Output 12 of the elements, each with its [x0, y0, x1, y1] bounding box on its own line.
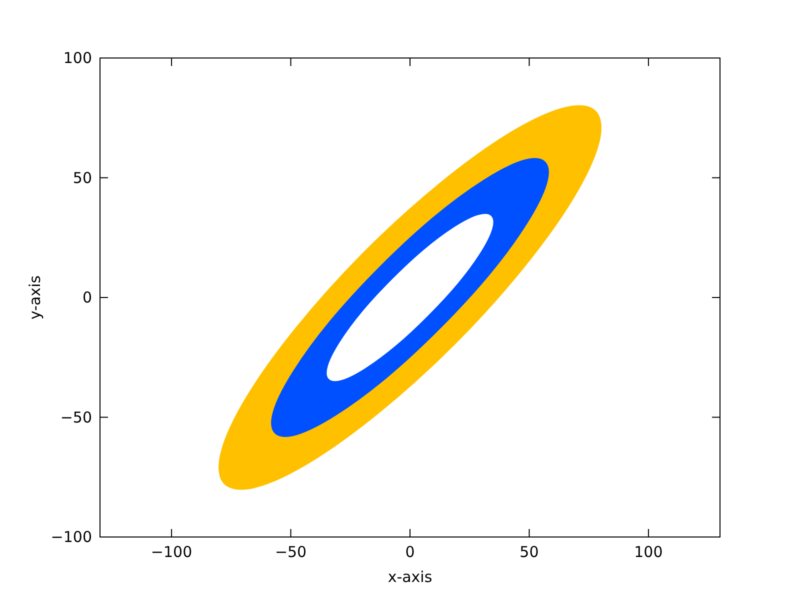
y-tick-label: 50 [72, 168, 92, 187]
x-tick-label: 50 [520, 543, 539, 561]
y-tick-label: 0 [82, 288, 92, 306]
y-tick-label: −50 [60, 408, 92, 426]
x-tick-label: −100 [150, 543, 192, 561]
x-axis-title: x-axis [388, 568, 432, 586]
y-tick-label: 100 [63, 49, 92, 67]
y-tick-label: −100 [50, 528, 92, 546]
x-tick-label: 100 [634, 543, 663, 561]
y-axis-title: y-axis [26, 275, 44, 320]
x-tick-label: −50 [274, 543, 307, 561]
x-tick-label: 0 [405, 543, 415, 561]
